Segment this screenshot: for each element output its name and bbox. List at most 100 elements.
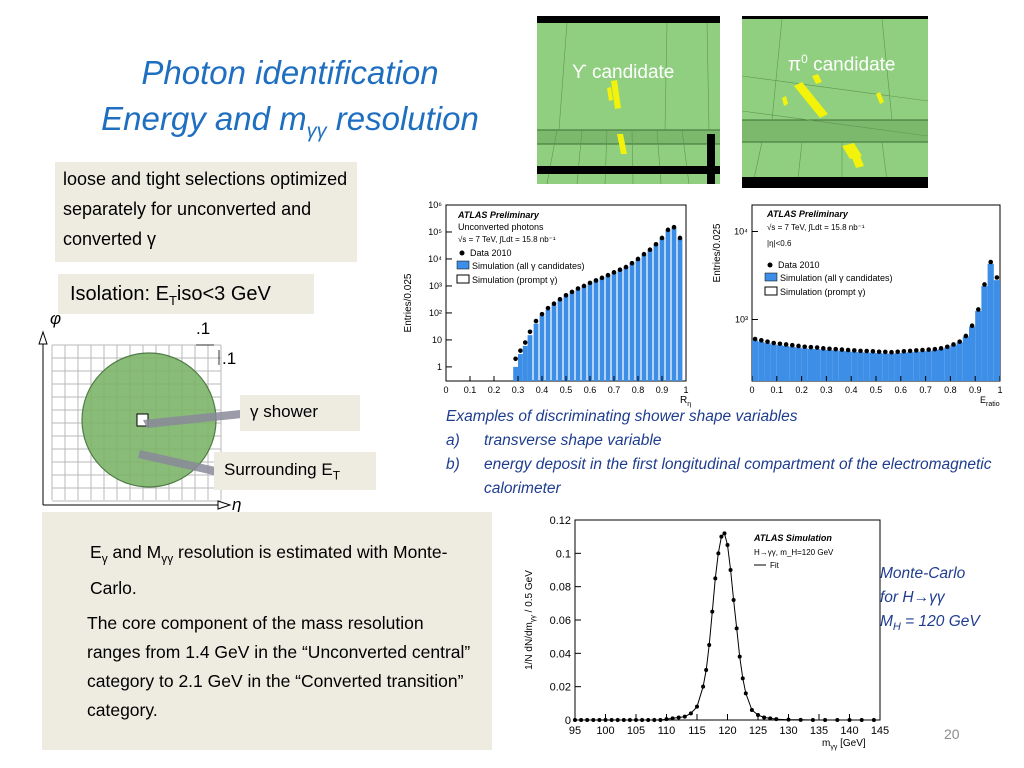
simulation-bar: [907, 352, 914, 381]
simulation-bar: [563, 296, 569, 381]
upsilon-candidate-label: ϒ candidate: [572, 62, 675, 83]
data-point: [695, 704, 699, 709]
data-point: [646, 718, 651, 722]
data-point: [713, 576, 718, 581]
isolation-cone-diagram: φ η .1 .1: [38, 309, 242, 514]
slide-title: Photon identification Energy and mγγ res…: [40, 50, 540, 155]
data-point: [671, 224, 677, 230]
mc-line-3: MH = 120 GeV: [880, 613, 980, 634]
data-point: [864, 348, 869, 354]
data-point: [823, 718, 828, 722]
cell-width-label: .1: [196, 319, 210, 338]
simulation-bar: [832, 350, 839, 381]
e-ratio-legend-data: Data 2010: [778, 260, 820, 270]
x-tick-label: 0.5: [560, 385, 573, 395]
selection-note: loose and tight selections optimized sep…: [55, 162, 357, 262]
r-eta-xlabel: Rη: [680, 395, 691, 408]
data-point: [859, 718, 864, 722]
data-point: [833, 346, 838, 352]
data-point: [938, 346, 944, 351]
data-point: [752, 336, 758, 342]
data-point: [725, 543, 730, 547]
data-point: [652, 718, 657, 722]
data-point: [597, 718, 602, 722]
e-ratio-xticks: 0 0.1 0.2 0.3 0.4 0.5 0.6 0.7 0.8 0.9 1: [749, 376, 1003, 395]
data-point: [932, 346, 938, 352]
data-point: [737, 654, 742, 659]
y-tick-label: 0.08: [550, 582, 571, 594]
data-point: [901, 349, 907, 354]
e-ratio-ylabel: Entries/0.025: [712, 223, 723, 282]
simulation-bar: [623, 267, 629, 381]
data-point: [821, 346, 826, 351]
data-point: [609, 718, 614, 722]
data-point: [845, 347, 851, 353]
simulation-bar: [919, 351, 926, 381]
data-point: [871, 718, 876, 722]
data-point: [963, 333, 969, 339]
data-point: [839, 347, 845, 352]
simulation-bar: [838, 350, 845, 381]
simulation-bar: [962, 336, 969, 381]
mass-peak-frame: [574, 519, 881, 721]
y-tick-label: 10³: [429, 281, 442, 291]
simulation-bar: [551, 304, 557, 381]
x-tick-label: 0.1: [464, 385, 477, 395]
x-tick-label: 1: [997, 385, 1002, 395]
simulation-bar: [587, 283, 593, 381]
mass-peak-xlabel: mγγ [GeV]: [822, 738, 866, 751]
resolution-paragraph-1: Eγ and Mγγ resolution is estimated with …: [90, 542, 448, 598]
simulation-bar: [527, 335, 533, 381]
caption-item-a: a) transverse shape variable: [446, 432, 662, 449]
data-point: [581, 283, 587, 289]
data-point: [808, 344, 814, 350]
simulation-bar: [807, 348, 814, 381]
simulation-bar: [869, 352, 876, 381]
data-point: [585, 718, 590, 722]
data-point: [920, 347, 925, 353]
y-tick-label: 0.1: [556, 548, 571, 560]
r-eta-legend-prompt-marker: [456, 274, 470, 284]
pi0-event-graphic: [742, 16, 928, 188]
mass-peak-legend-fit: Fit: [770, 561, 780, 570]
e-ratio-yticks: 10³ 10⁴: [734, 226, 758, 324]
y-tick-label: 10⁶: [428, 200, 442, 210]
data-point: [513, 356, 518, 362]
r-eta-legend-data: Data 2010: [470, 248, 512, 258]
simulation-bar: [575, 289, 581, 381]
data-point: [759, 338, 764, 343]
simulation-bar: [876, 353, 883, 381]
data-point: [731, 598, 736, 602]
mc-line-1: Monte-Carlo: [880, 565, 966, 582]
simulation-bar: [557, 300, 563, 381]
data-point: [557, 296, 563, 302]
data-point: [659, 235, 665, 241]
data-point: [563, 293, 569, 298]
data-point: [707, 643, 712, 647]
upsilon-event-display: ϒ candidate: [537, 16, 720, 184]
y-tick-label: 10³: [735, 314, 748, 324]
data-point: [641, 251, 647, 257]
x-tick-label: 0.8: [944, 385, 957, 395]
mass-peak-plot: 95 100 105 110 115 120 125 130 135 140 145 0 0.02 0.…: [524, 515, 889, 751]
simulation-bar: [851, 351, 858, 381]
simulation-bar: [789, 346, 796, 381]
simulation-bar: [925, 350, 932, 381]
simulation-bar: [845, 351, 852, 381]
simulation-bar: [863, 352, 870, 381]
data-point: [802, 344, 807, 350]
data-point: [676, 715, 681, 720]
e-ratio-plot: 0 0.1 0.2 0.3 0.4 0.5 0.6 0.7 0.8 0.9 1 10³ 10⁴ Ent…: [712, 204, 1003, 408]
e-ratio-annotation-3: |η|<0.6: [767, 239, 792, 248]
r-eta-annotation-3: √s = 7 TeV, ∫Ldt = 15.8 nb⁻¹: [458, 235, 556, 244]
title-line-2: Energy and mγγ resolution: [101, 100, 479, 143]
data-point: [545, 305, 551, 311]
page-number: 20: [944, 726, 960, 742]
data-point: [982, 282, 987, 287]
data-point: [615, 718, 620, 722]
data-point: [771, 340, 776, 346]
gamma-shower-label: γ shower: [240, 395, 360, 431]
mc-line-2: for H→γγ: [880, 589, 945, 606]
y-tick-label: 0: [565, 715, 571, 727]
data-point: [635, 256, 641, 262]
